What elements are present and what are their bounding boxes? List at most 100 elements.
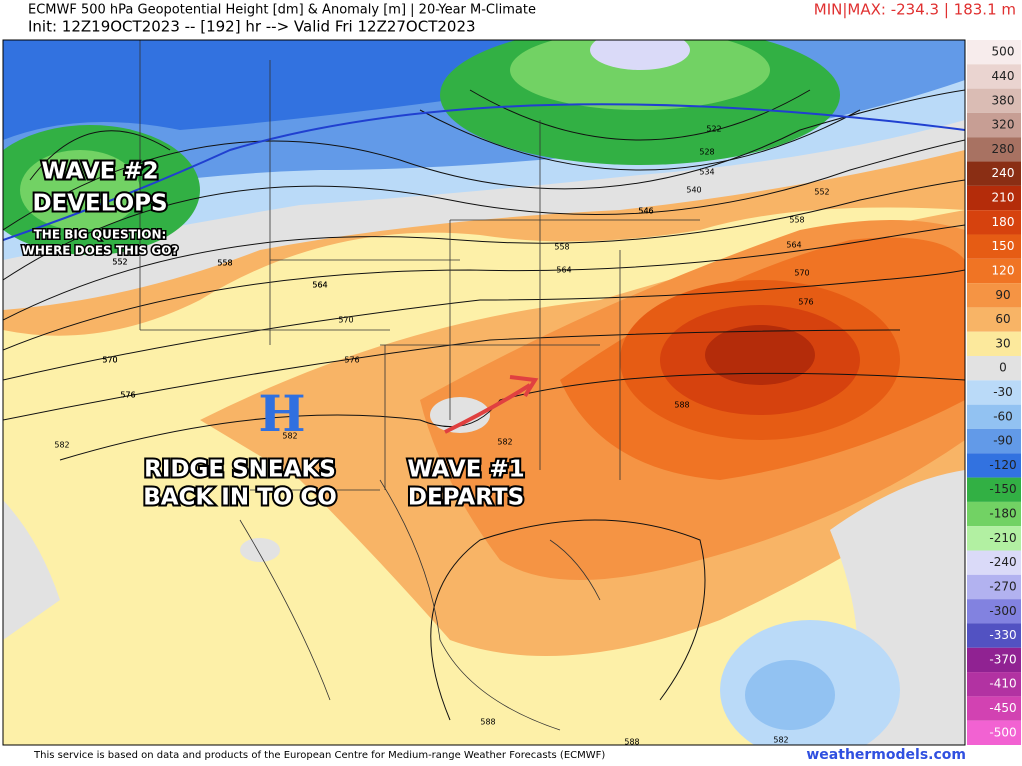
contour-label: 570 [102, 356, 117, 365]
colorbar-label: 240 [992, 166, 1015, 180]
colorbar-cell [967, 720, 1021, 745]
colorbar-label: 150 [992, 239, 1015, 253]
colorbar-cell [967, 477, 1021, 502]
colorbar-cell [967, 234, 1021, 259]
colorbar-label: 440 [992, 69, 1015, 83]
colorbar-cell [967, 599, 1021, 624]
colorbar-cell [967, 112, 1021, 138]
colorbar-label: 60 [995, 312, 1010, 326]
colorbar-label: -180 [989, 507, 1016, 521]
colorbar-cell [967, 64, 1021, 89]
colorbar-label: -500 [989, 725, 1016, 739]
annotation: BACK IN TO CO [143, 485, 337, 511]
map [2, 39, 966, 746]
contour-label: 546 [638, 207, 653, 216]
colorbar-label: 320 [992, 118, 1015, 132]
colorbar-label: 500 [992, 45, 1015, 59]
contour-label: 564 [312, 281, 327, 290]
colorbar-cell [967, 380, 1021, 405]
contour-label: 570 [102, 356, 117, 365]
colorbar-label: 380 [992, 93, 1015, 107]
contour-label: 528 [699, 148, 714, 157]
colorbar-cell [967, 404, 1021, 429]
contour-label: 552 [814, 188, 829, 197]
contour-label: 540 [686, 186, 701, 195]
colorbar-cell [967, 696, 1021, 721]
contour-label: 588 [624, 738, 639, 747]
colorbar-cell [967, 526, 1021, 551]
contour-label: 576 [120, 391, 135, 400]
colorbar-cell [967, 550, 1021, 575]
colorbar-label: 210 [992, 191, 1015, 205]
contour-label: 546 [638, 207, 653, 216]
contour-label: 570 [794, 269, 809, 278]
colorbar-label: -60 [993, 409, 1013, 423]
contour-label: 558 [217, 259, 232, 268]
colorbar-label: -120 [989, 458, 1016, 472]
colorbar-label: -210 [989, 531, 1016, 545]
colorbar-cell [967, 283, 1021, 308]
annotation: THE BIG QUESTION: [34, 228, 167, 242]
header-title: ECMWF 500 hPa Geopotential Height [dm] &… [28, 3, 536, 18]
colorbar-label: -450 [989, 701, 1016, 715]
colorbar-cell [967, 88, 1021, 113]
colorbar: 500 440 380 320 280 240 210 180 150 120 90 60 30 0 -30… [967, 40, 1021, 745]
colorbar-label: -410 [989, 677, 1016, 691]
annotation: WHERE DOES THIS GO? [22, 244, 179, 258]
colorbar-label: -330 [989, 628, 1016, 642]
contour-label: 576 [798, 298, 813, 307]
annotation: DEPARTS [408, 485, 524, 511]
colorbar-cell [967, 258, 1021, 284]
contour-label: 534 [699, 168, 714, 177]
contour-label: 582 [773, 736, 788, 745]
colorbar-cell [967, 647, 1021, 673]
colorbar-cell [967, 501, 1021, 527]
annotation: RIDGE SNEAKS [144, 457, 336, 483]
contour-label: 582 [54, 441, 69, 450]
contour-label: 582 [282, 432, 297, 441]
colorbar-cell [967, 428, 1021, 454]
colorbar-cell [967, 137, 1021, 162]
contour-label: 558 [554, 243, 569, 252]
annotation: WAVE #1 [407, 457, 524, 483]
colorbar-label: -300 [989, 604, 1016, 618]
colorbar-cell [967, 623, 1021, 648]
colorbar-label: -240 [989, 555, 1016, 569]
contour-label: 552 [112, 258, 127, 267]
colorbar-label: 0 [999, 361, 1007, 375]
colorbar-label: -150 [989, 482, 1016, 496]
contour-label: 564 [786, 241, 801, 250]
colorbar-cell [967, 453, 1021, 478]
annotation: WAVE #2 [41, 159, 158, 185]
colorbar-label: 280 [992, 142, 1015, 156]
colorbar-cell [967, 185, 1021, 211]
colorbar-label: -270 [989, 579, 1016, 593]
contour-label: 552 [112, 258, 127, 267]
colorbar-label: 90 [995, 288, 1010, 302]
colorbar-label: 30 [995, 336, 1010, 350]
colorbar-cell [967, 672, 1021, 697]
contour-label: 564 [312, 281, 327, 290]
annotation: DEVELOPS [32, 191, 167, 217]
contour-label: 588 [480, 718, 495, 727]
contour-label: 576 [120, 391, 135, 400]
colorbar-cell [967, 307, 1021, 332]
colorbar-cell [967, 210, 1021, 235]
contour-label: 558 [789, 216, 804, 225]
colorbar-label: 180 [992, 215, 1015, 229]
colorbar-cell [967, 356, 1021, 381]
contour-label: 582 [497, 438, 512, 447]
contour-label: 576 [344, 356, 359, 365]
header-minmax: MIN|MAX: -234.3 | 183.1 m [814, 1, 1016, 19]
colorbar-cell [967, 331, 1021, 357]
contour-label: 522 [706, 125, 721, 134]
footer-credit: This service is based on data and produc… [33, 750, 605, 761]
contour-label: 588 [674, 401, 689, 410]
colorbar-label: 120 [992, 263, 1015, 277]
footer-site: weathermodels.com [806, 747, 966, 762]
high-marker: H [258, 384, 305, 443]
colorbar-label: -30 [993, 385, 1013, 399]
contour-label: 558 [217, 259, 232, 268]
